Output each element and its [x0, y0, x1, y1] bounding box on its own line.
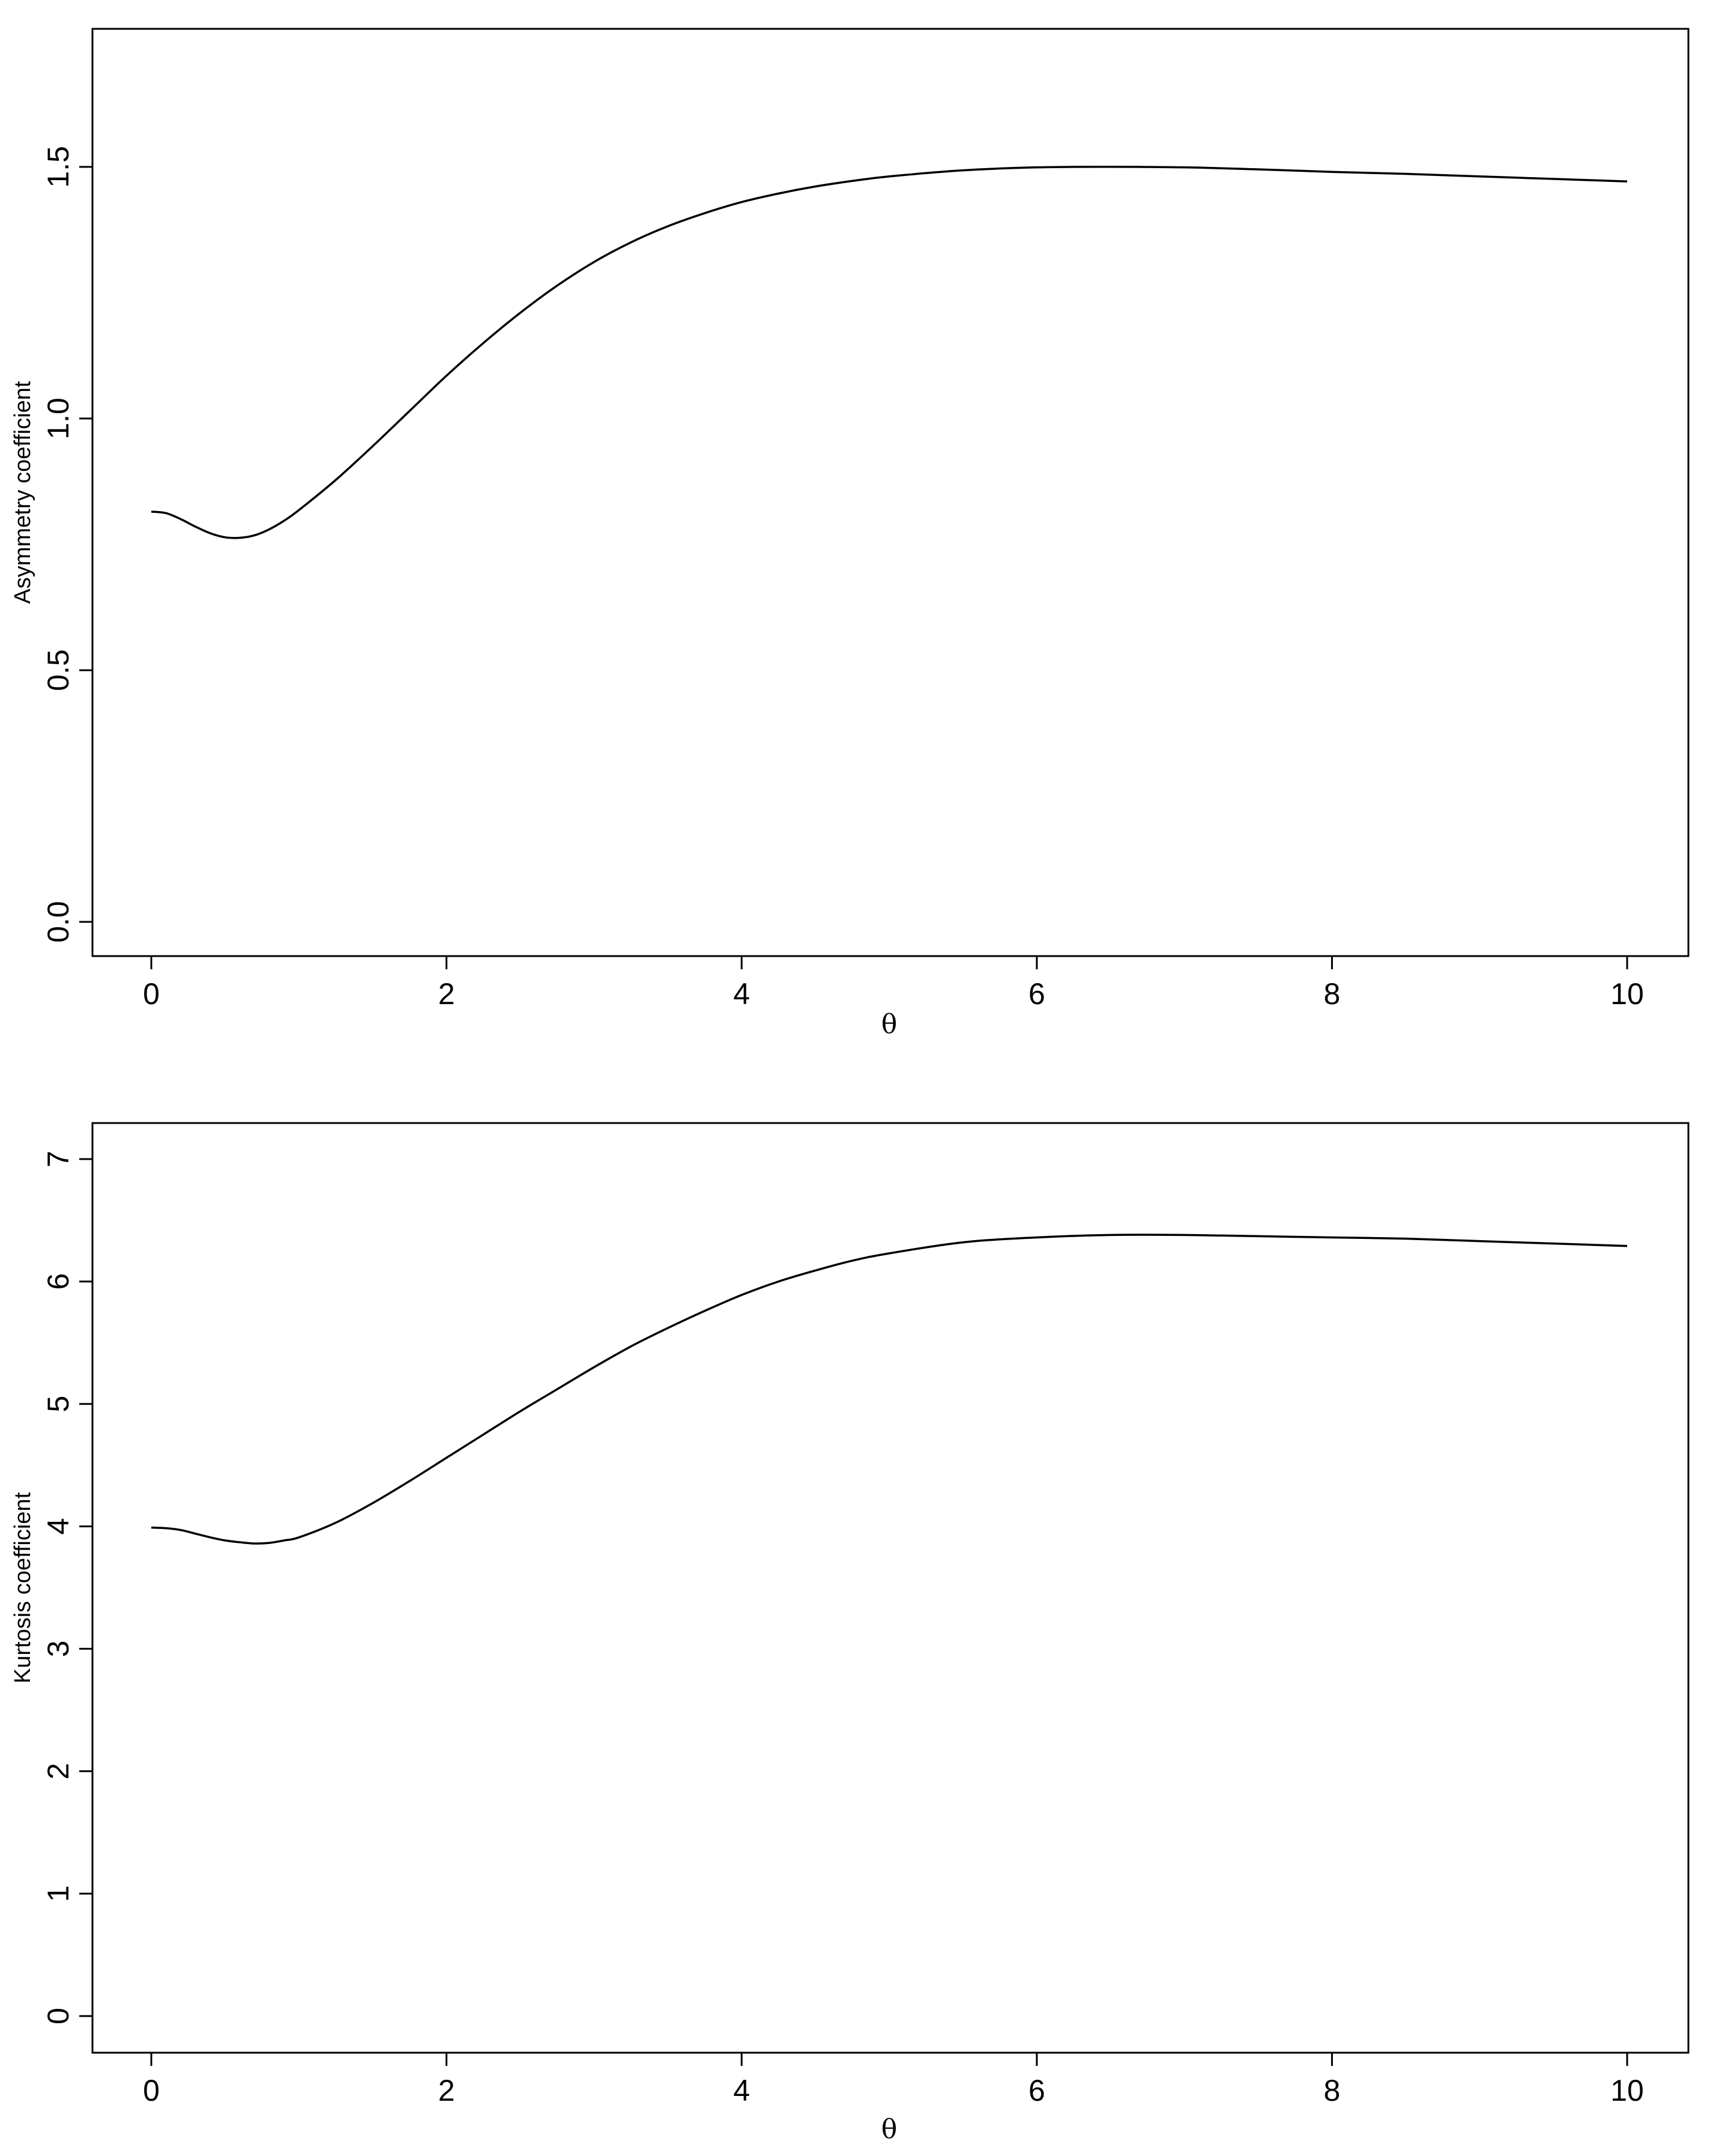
asymmetry-chart: 0 2 4 6 8 10 0.0 0.5 1.0 1.5 θ Asymmetry coefficien…	[10, 28, 1690, 1040]
plot-frame	[91, 1122, 1690, 2054]
x-tick-label: 8	[1323, 2074, 1340, 2107]
y-tick-label: 2	[41, 1763, 75, 1779]
y-tick-label: 7	[41, 1151, 75, 1167]
x-tick-label: 0	[143, 2074, 160, 2107]
x-tick-label: 4	[733, 2074, 750, 2107]
y-tick-label: 1.5	[41, 146, 75, 188]
x-tick-label: 10	[1610, 977, 1644, 1011]
x-tick-label: 6	[1029, 977, 1045, 1011]
y-axis-label: Kurtosis coefficient	[10, 1492, 35, 1683]
series-line	[151, 166, 1628, 539]
x-tick-label: 10	[1610, 2074, 1644, 2107]
series-line	[151, 1234, 1628, 1545]
y-tick-label: 0.5	[41, 649, 75, 691]
y-tick-label: 0.0	[41, 901, 75, 943]
y-tick-label: 0	[41, 2008, 75, 2024]
x-tick-label: 6	[1029, 2074, 1045, 2107]
x-tick-label: 2	[438, 977, 455, 1011]
y-tick-label: 5	[41, 1396, 75, 1413]
x-axis-label: θ	[881, 1009, 898, 1040]
x-tick-label: 4	[733, 977, 750, 1011]
y-tick-label: 6	[41, 1273, 75, 1290]
kurtosis-chart: 0 2 4 6 8 10 0 1 2 3 4 5 6 7 θ Kurtosis coefficient	[10, 1122, 1690, 2145]
y-tick-label: 1.0	[41, 398, 75, 440]
x-axis-label: θ	[881, 2114, 898, 2145]
y-axis-label: Asymmetry coefficient	[10, 381, 35, 604]
y-tick-label: 3	[41, 1641, 75, 1658]
x-tick-label: 8	[1323, 977, 1340, 1011]
x-tick-label: 2	[438, 2074, 455, 2107]
plot-frame	[91, 28, 1690, 957]
y-tick-label: 1	[41, 1885, 75, 1902]
x-tick-label: 0	[143, 977, 160, 1011]
y-tick-label: 4	[41, 1518, 75, 1535]
